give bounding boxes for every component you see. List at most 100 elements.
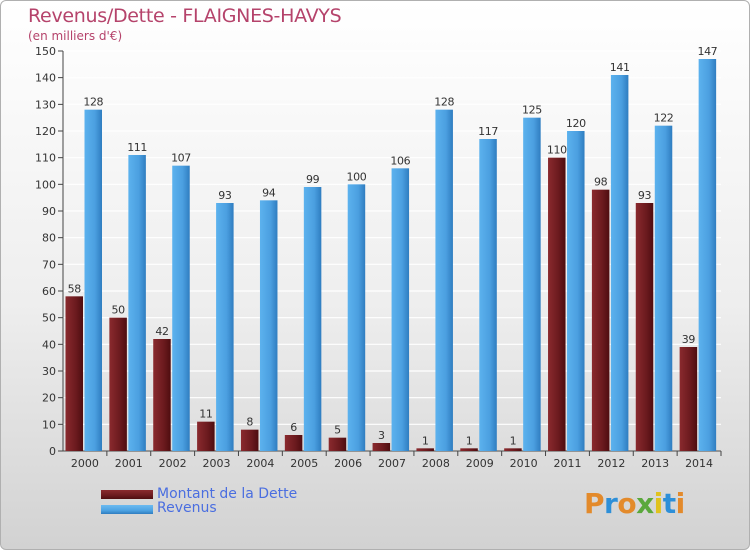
data-label-debt-2008: 1: [422, 434, 429, 447]
data-label-debt-2010: 1: [510, 434, 517, 447]
y-tick-label: 0: [49, 445, 56, 458]
axes: 0102030405060708090100110120130140150200…: [35, 45, 722, 470]
bar-debt-2012: [591, 189, 610, 451]
bars: [65, 59, 717, 452]
logo-letter: o: [617, 487, 637, 520]
data-label-revenus-2007: 106: [390, 154, 410, 167]
y-tick-label: 130: [35, 98, 56, 111]
bar-debt-2004: [240, 429, 259, 451]
legend-label-revenus: Revenus: [157, 500, 217, 516]
x-tick-label: 2006: [334, 457, 362, 470]
y-tick-label: 120: [35, 125, 56, 138]
x-tick-label: 2011: [553, 457, 581, 470]
logo-letter: i: [675, 487, 686, 520]
bar-debt-2005: [284, 435, 303, 451]
y-tick-label: 100: [35, 178, 56, 191]
y-tick-label: 60: [42, 285, 56, 298]
bar-debt-2009: [460, 448, 478, 451]
bar-revenus-2003: [216, 203, 234, 451]
bar-revenus-2013: [654, 125, 673, 452]
logo-letter: r: [604, 487, 618, 520]
bar-revenus-2008: [435, 109, 453, 452]
bar-revenus-2005: [303, 187, 322, 451]
bar-revenus-2002: [172, 165, 190, 451]
y-tick-label: 110: [35, 152, 56, 165]
data-label-revenus-2004: 94: [262, 186, 276, 199]
x-tick-label: 2003: [203, 457, 231, 470]
y-tick-label: 20: [42, 392, 56, 405]
legend-swatch-dette: [101, 490, 153, 499]
data-label-debt-2001: 50: [112, 304, 126, 317]
data-label-debt-2004: 8: [246, 416, 253, 429]
data-label-revenus-2006: 100: [347, 170, 367, 183]
y-tick-label: 150: [35, 45, 56, 58]
bar-revenus-2006: [347, 184, 366, 452]
data-label-revenus-2001: 111: [127, 141, 147, 154]
data-label-debt-2013: 93: [638, 189, 652, 202]
data-label-debt-2005: 6: [290, 421, 297, 434]
y-tick-label: 70: [42, 258, 56, 271]
bar-debt-2002: [153, 339, 171, 451]
data-label-revenus-2000: 128: [83, 96, 103, 109]
bar-revenus-2004: [259, 200, 278, 451]
x-tick-label: 2013: [641, 457, 669, 470]
bar-revenus-2011: [567, 131, 585, 451]
data-labels: 5812850111421071193894699510031061128111…: [68, 45, 718, 447]
bar-debt-2003: [197, 421, 215, 451]
y-tick-label: 90: [42, 205, 56, 218]
x-tick-label: 2008: [422, 457, 450, 470]
bar-debt-2001: [109, 317, 127, 451]
logo-letter: i: [653, 487, 664, 520]
data-label-revenus-2003: 93: [218, 189, 232, 202]
data-label-revenus-2009: 117: [478, 125, 498, 138]
bar-debt-2007: [372, 443, 391, 451]
x-tick-label: 2000: [71, 457, 99, 470]
legend-swatch-revenus: [101, 505, 153, 514]
logo-letter: P: [584, 487, 605, 520]
bar-revenus-2007: [391, 168, 410, 452]
data-label-revenus-2010: 125: [522, 104, 542, 117]
y-tick-label: 10: [42, 418, 56, 431]
bar-revenus-2010: [523, 117, 541, 452]
data-label-revenus-2005: 99: [306, 173, 320, 186]
chart-subtitle: (en milliers d'€): [28, 29, 123, 43]
bar-revenus-2009: [479, 139, 497, 451]
data-label-debt-2012: 98: [594, 176, 608, 189]
data-label-revenus-2014: 147: [697, 45, 717, 58]
data-label-revenus-2002: 107: [171, 152, 191, 165]
data-label-revenus-2011: 120: [566, 117, 586, 130]
x-tick-label: 2001: [115, 457, 143, 470]
data-label-debt-2014: 39: [682, 333, 696, 346]
proxiti-logo: Proxiti: [584, 487, 685, 520]
y-tick-label: 50: [42, 312, 56, 325]
data-label-debt-2000: 58: [68, 282, 82, 295]
data-label-debt-2007: 3: [378, 429, 385, 442]
x-tick-label: 2009: [466, 457, 494, 470]
bar-debt-2008: [416, 448, 434, 451]
x-tick-label: 2005: [290, 457, 318, 470]
logo-letter: t: [662, 487, 676, 520]
y-tick-label: 30: [42, 365, 56, 378]
x-tick-label: 2002: [159, 457, 187, 470]
data-label-revenus-2012: 141: [610, 61, 630, 74]
x-tick-label: 2012: [597, 457, 625, 470]
bar-debt-2014: [679, 347, 698, 451]
bar-debt-2010: [504, 448, 522, 451]
data-label-revenus-2013: 122: [654, 112, 674, 125]
bar-debt-2013: [635, 203, 654, 451]
data-label-debt-2006: 5: [334, 424, 341, 437]
x-tick-label: 2014: [685, 457, 713, 470]
bar-debt-2000: [65, 296, 83, 451]
bar-revenus-2001: [128, 155, 146, 451]
x-tick-label: 2010: [510, 457, 538, 470]
bar-debt-2011: [548, 157, 566, 451]
bar-revenus-2000: [84, 109, 102, 452]
bar-revenus-2012: [610, 75, 629, 451]
data-label-revenus-2008: 128: [434, 96, 454, 109]
y-tick-label: 80: [42, 232, 56, 245]
x-tick-label: 2004: [246, 457, 274, 470]
chart-title: Revenus/Dette - FLAIGNES-HAVYS: [28, 5, 342, 27]
legend-label-dette: Montant de la Dette: [157, 486, 298, 502]
